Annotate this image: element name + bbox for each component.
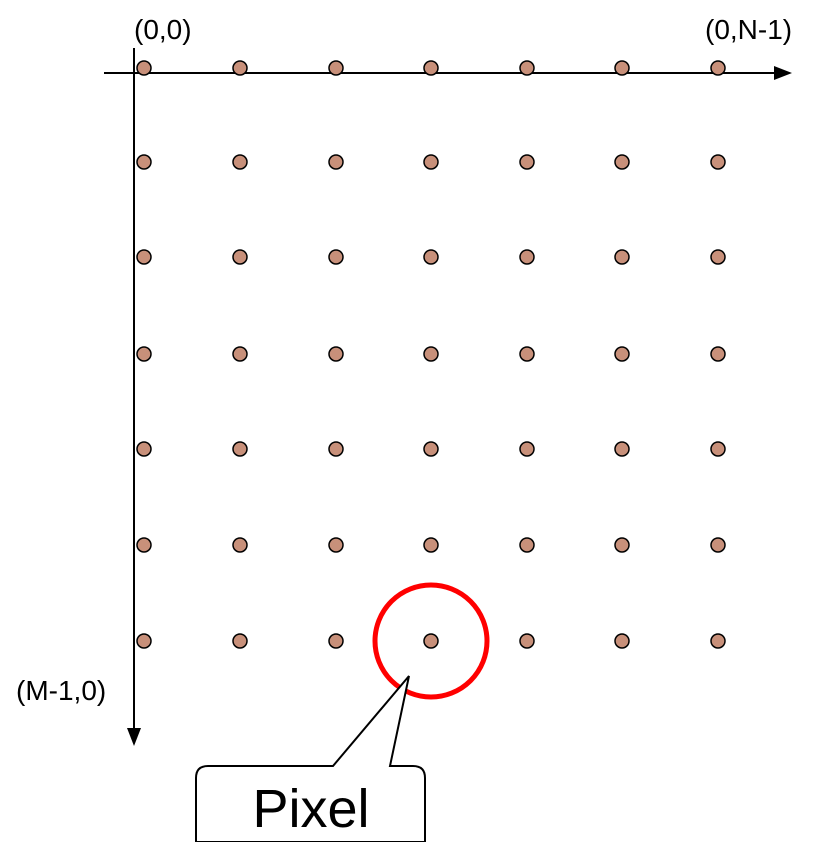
pixel-dot xyxy=(519,346,535,362)
pixel-dot xyxy=(423,346,439,362)
pixel-dot xyxy=(614,249,630,265)
bottom-left-label: (M-1,0) xyxy=(16,675,106,706)
horizontal-axis-arrowhead xyxy=(774,66,792,80)
pixel-dot xyxy=(614,441,630,457)
pixel-dot xyxy=(519,249,535,265)
pixel-dot xyxy=(423,249,439,265)
pixel-dot xyxy=(519,537,535,553)
pixel-dot xyxy=(519,441,535,457)
pixel-dot xyxy=(614,346,630,362)
pixel-dot xyxy=(232,249,248,265)
pixel-dot xyxy=(710,154,726,170)
pixel-dot xyxy=(328,154,344,170)
pixel-dot xyxy=(614,537,630,553)
pixel-dot xyxy=(232,441,248,457)
pixel-dot xyxy=(710,441,726,457)
pixel-dot xyxy=(328,441,344,457)
callout-text: Pixel xyxy=(252,779,369,839)
pixel-dot xyxy=(136,249,152,265)
pixel-dot xyxy=(614,154,630,170)
pixel-dot xyxy=(519,154,535,170)
pixel-dot xyxy=(423,154,439,170)
highlight-circle xyxy=(372,582,490,700)
pixel-dot xyxy=(710,346,726,362)
pixel-dot xyxy=(328,633,344,649)
pixel-dot xyxy=(710,633,726,649)
pixel-dot xyxy=(710,60,726,76)
pixel-dot xyxy=(136,154,152,170)
pixel-dot xyxy=(328,249,344,265)
pixel-dot xyxy=(519,60,535,76)
pixel-dot xyxy=(423,537,439,553)
pixel-dot xyxy=(232,537,248,553)
pixel-dot xyxy=(136,537,152,553)
pixel-dot xyxy=(232,633,248,649)
pixel-dot xyxy=(614,633,630,649)
callout-box xyxy=(195,675,426,842)
origin-label: (0,0) xyxy=(134,14,192,45)
pixel-dot xyxy=(328,346,344,362)
top-right-label: (0,N-1) xyxy=(705,14,792,45)
pixel-dot xyxy=(136,60,152,76)
pixel-dot xyxy=(136,633,152,649)
pixel-dot xyxy=(232,60,248,76)
pixel-dot xyxy=(423,441,439,457)
pixel-dot xyxy=(232,154,248,170)
pixel-dot xyxy=(423,60,439,76)
pixel-dot xyxy=(423,633,439,649)
pixel-dot xyxy=(519,633,535,649)
pixel-dot xyxy=(328,60,344,76)
pixel-dot xyxy=(136,441,152,457)
pixel-dot xyxy=(328,537,344,553)
pixel-dot xyxy=(614,60,630,76)
pixel-dot xyxy=(710,249,726,265)
vertical-axis-arrowhead xyxy=(127,728,141,746)
pixel-dot xyxy=(232,346,248,362)
pixel-dot-grid xyxy=(136,60,726,649)
pixel-dot xyxy=(710,537,726,553)
pixel-dot xyxy=(136,346,152,362)
